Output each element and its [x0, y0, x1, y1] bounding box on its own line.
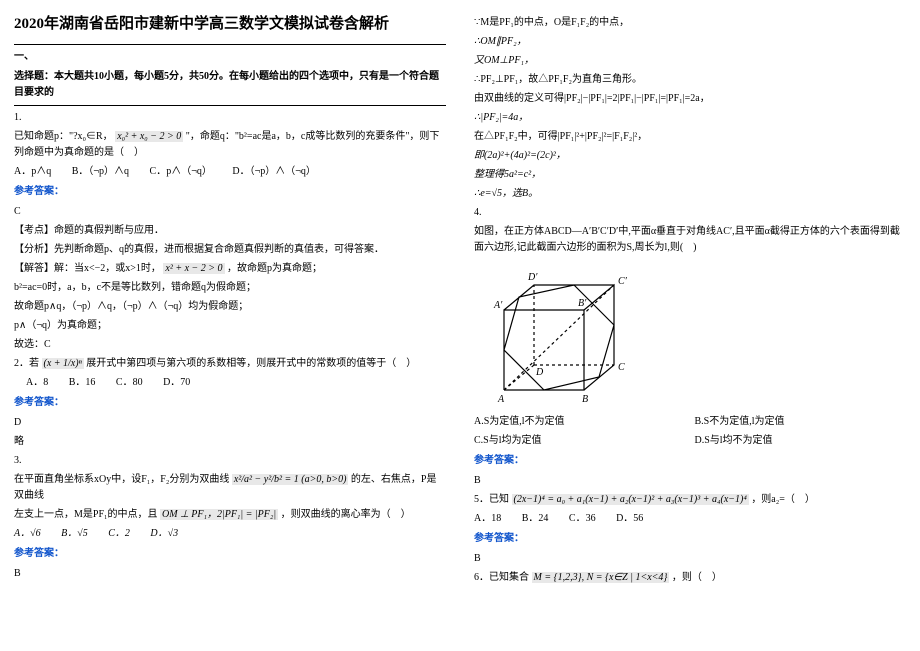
q1-stem: 已知命题p："?x₀∈R， x₀² + x₀ − 2 > 0 "，命题q："b²… — [14, 129, 446, 161]
q3-t3: 左支上一点，M是PF₁的中点，且 — [14, 509, 158, 520]
q6-num: 6．已知集合 — [474, 572, 529, 583]
ref-head: 参考答案： — [474, 453, 906, 469]
opt-c: C.S与l均为定值 — [474, 433, 674, 449]
q3-ans: B — [14, 566, 446, 582]
q5-t2: ，则a₂=（ ） — [751, 494, 815, 505]
q5-opts: A．18 B．24 C．36 D．56 — [474, 511, 906, 527]
q3-stem2: 左支上一点，M是PF₁的中点，且 OM ⊥ PF₁，2|PF₁| = |PF₂|… — [14, 507, 446, 523]
ref-head: 参考答案： — [14, 184, 446, 200]
label-C: C — [618, 362, 625, 373]
opt-b: B．24 — [522, 511, 549, 527]
opt-c: C．p∧（¬q） — [150, 164, 212, 180]
q4-opts-row2: C.S与l均为定值 D.S与l均不为定值 — [474, 433, 906, 449]
opt-d: D.S与l均不为定值 — [695, 433, 773, 449]
p5: 由双曲线的定义可得|PF₂|−|PF₁|=2|PF₁|−|PF₁|=|PF₁|=… — [474, 91, 906, 107]
doc-title: 2020年湖南省岳阳市建新中学高三数学文模拟试卷含解析 — [14, 12, 446, 36]
q6-math: M = {1,2,3}, N = {x∈Z | 1<x<4} — [532, 572, 670, 583]
q3-stem1: 在平面直角坐标系xOy中，设F₁，F₂分别为双曲线 x²/a² − y²/b² … — [14, 472, 446, 504]
q6-t2: ，则（ ） — [672, 572, 722, 583]
q1-jd3: b²=ac=0时，a，b，c不是等比数列，错命题q为假命题； — [14, 280, 446, 296]
q4-ans: B — [474, 473, 906, 489]
ref-head: 参考答案： — [474, 531, 906, 547]
q3-t4: ，则双曲线的离心率为（ ） — [281, 509, 411, 520]
q1-jdmat: x² + x − 2 > 0 — [163, 263, 224, 274]
q1-text1: 已知命题p："?x₀∈R， — [14, 131, 113, 142]
q3-opts: A．√6 B．√5 C．2 D．√3 — [14, 526, 446, 542]
opt-a: A．8 — [26, 375, 48, 391]
cube-figure: A B C D A′ B′ C′ D′ — [474, 260, 634, 410]
p9: 整理得5a²=c²， — [474, 167, 906, 183]
q1-jd1: 【解答】解：当x<−2，或x>1时， — [14, 263, 161, 274]
q5-stem: 5．已知 (2x−1)⁴ = a₀ + a₁(x−1) + a₂(x−1)² +… — [474, 492, 906, 508]
label-B: B — [582, 394, 588, 405]
opt-d: D．（¬p）∧（¬q） — [232, 164, 316, 180]
q2-opts: A．8 B．16 C．80 D．70 — [14, 375, 446, 391]
opt-d: D．70 — [163, 375, 190, 391]
q5-ans: B — [474, 551, 906, 567]
p6: ∴|PF₂|=4a， — [474, 110, 906, 126]
q1-math1: x₀² + x₀ − 2 > 0 — [115, 131, 183, 142]
ref-head: 参考答案： — [14, 546, 446, 562]
p4: ∴PF₂⊥PF₁，故△PF₁F₂为直角三角形。 — [474, 72, 906, 88]
divider — [14, 44, 446, 45]
q5-math: (2x−1)⁴ = a₀ + a₁(x−1) + a₂(x−1)² + a₃(x… — [512, 494, 749, 505]
q1-jd: 【解答】解：当x<−2，或x>1时， x² + x − 2 > 0 ，故命题p为… — [14, 261, 446, 277]
q3-math2: OM ⊥ PF₁，2|PF₁| = |PF₂| — [160, 509, 278, 520]
q5-num: 5．已知 — [474, 494, 509, 505]
label-Bp: B′ — [578, 298, 587, 309]
opt-d: D．56 — [616, 511, 643, 527]
p8: 即(2a)²+(4a)²=(2c)²， — [474, 148, 906, 164]
p7: 在△PF₁F₂中，可得|PF₁|²+|PF₂|²=|F₁F₂|²， — [474, 129, 906, 145]
opt-b: B．√5 — [61, 526, 88, 542]
label-Cp: C′ — [618, 276, 628, 287]
q1-opts: A．p∧q B．（¬p）∧q C．p∧（¬q） D．（¬p）∧（¬q） — [14, 164, 446, 180]
section-head-1: 一、 — [14, 49, 446, 65]
section-head-2: 选择题：本大题共10小题，每小题5分，共50分。在每小题给出的四个选项中，只有是… — [14, 69, 446, 101]
q1-jd5: p∧（¬q）为真命题； — [14, 318, 446, 334]
q1-num: 1. — [14, 110, 446, 126]
label-A: A — [497, 394, 505, 405]
right-column: ∵M是PF₁的中点，O是F₁F₂的中点， ∴OM∥PF₂， 又OM⊥PF₁， ∴… — [460, 0, 920, 651]
p10: ∴e=√5，选B。 — [474, 186, 906, 202]
q2-omit: 略 — [14, 434, 446, 450]
divider — [14, 105, 446, 106]
ref-head: 参考答案： — [14, 395, 446, 411]
p3: 又OM⊥PF₁， — [474, 53, 906, 69]
label-Dp: D′ — [527, 272, 538, 283]
q3-num: 3. — [14, 453, 446, 469]
q4-num: 4. — [474, 205, 906, 221]
q6-stem: 6．已知集合 M = {1,2,3}, N = {x∈Z | 1<x<4} ，则… — [474, 570, 906, 586]
q1-ans: C — [14, 204, 446, 220]
p1: ∵M是PF₁的中点，O是F₁F₂的中点， — [474, 15, 906, 31]
q4-opts-row1: A.S为定值,l不为定值 B.S不为定值,l为定值 — [474, 414, 906, 430]
opt-a: A．√6 — [14, 526, 41, 542]
opt-c: C．80 — [116, 375, 143, 391]
q1-jd4: 故命题p∧q，（¬p）∧q，（¬p）∧（¬q）均为假命题； — [14, 299, 446, 315]
q3-math1: x²/a² − y²/b² = 1 (a>0, b>0) — [232, 474, 349, 485]
q1-jd6: 故选：C — [14, 337, 446, 353]
opt-d: D．√3 — [150, 526, 178, 542]
opt-a: A．18 — [474, 511, 501, 527]
q2-stem: 2．若 (x + 1/x)ⁿ 展开式中第四项与第六项的系数相等，则展开式中的常数… — [14, 356, 446, 372]
q2-num: 2．若 — [14, 358, 39, 369]
opt-b: B.S不为定值,l为定值 — [695, 414, 785, 430]
opt-a: A.S为定值,l不为定值 — [474, 414, 674, 430]
q1-kp: 【考点】命题的真假判断与应用． — [14, 223, 446, 239]
label-D: D — [535, 367, 544, 378]
q1-jd2: ，故命题p为真命题； — [227, 263, 322, 274]
opt-b: B．16 — [69, 375, 96, 391]
q4-stem: 如图，在正方体ABCD—A′B′C′D′中,平面α垂直于对角线AC′,且平面α截… — [474, 224, 906, 256]
q3-t1: 在平面直角坐标系xOy中，设F₁，F₂分别为双曲线 — [14, 474, 229, 485]
label-Ap: A′ — [493, 300, 503, 311]
opt-c: C．2 — [108, 526, 130, 542]
q2-text: 展开式中第四项与第六项的系数相等，则展开式中的常数项的值等于（ ） — [86, 358, 416, 369]
q1-fx: 【分析】先判断命题p、q的真假，进而根据复合命题真假判断的真值表，可得答案． — [14, 242, 446, 258]
p2: ∴OM∥PF₂， — [474, 34, 906, 50]
opt-a: A．p∧q — [14, 164, 51, 180]
left-column: 2020年湖南省岳阳市建新中学高三数学文模拟试卷含解析 一、 选择题：本大题共1… — [0, 0, 460, 651]
q2-ans: D — [14, 415, 446, 431]
q2-math: (x + 1/x)ⁿ — [42, 358, 84, 369]
opt-c: C．36 — [569, 511, 596, 527]
opt-b: B．（¬p）∧q — [72, 164, 129, 180]
